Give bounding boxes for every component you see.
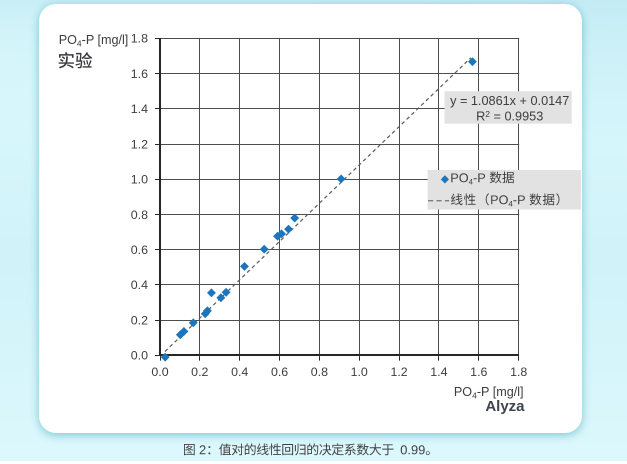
svg-text:1.2: 1.2 — [390, 365, 407, 379]
svg-text:0.2: 0.2 — [191, 365, 208, 379]
svg-text:0.6: 0.6 — [131, 243, 148, 257]
svg-text:0.0: 0.0 — [151, 365, 168, 379]
svg-text:0.4: 0.4 — [231, 365, 248, 379]
svg-text:0.0: 0.0 — [131, 349, 148, 363]
svg-text:y = 1.0861x + 0.0147: y = 1.0861x + 0.0147 — [450, 94, 569, 108]
svg-text:1.2: 1.2 — [131, 137, 148, 151]
svg-text:1.6: 1.6 — [470, 365, 487, 379]
svg-text:PO4-P [mg/l]: PO4-P [mg/l] — [454, 385, 524, 400]
svg-text:1.4: 1.4 — [430, 365, 447, 379]
svg-text:PO4-P [mg/l]: PO4-P [mg/l] — [59, 33, 129, 48]
svg-text:0.8: 0.8 — [311, 365, 328, 379]
svg-text:1.0: 1.0 — [131, 173, 148, 187]
svg-text:1.6: 1.6 — [131, 67, 148, 81]
svg-text:1.4: 1.4 — [131, 102, 148, 116]
svg-text:0.4: 0.4 — [131, 278, 148, 292]
svg-text:0.6: 0.6 — [271, 365, 288, 379]
svg-text:Alyza: Alyza — [485, 398, 525, 415]
svg-text:0.2: 0.2 — [131, 314, 148, 328]
svg-text:0.8: 0.8 — [131, 208, 148, 222]
svg-text:R2 = 0.9953: R2 = 0.9953 — [476, 109, 543, 124]
svg-text:1.0: 1.0 — [351, 365, 368, 379]
svg-text:1.8: 1.8 — [131, 32, 148, 46]
svg-text:1.8: 1.8 — [510, 365, 527, 379]
